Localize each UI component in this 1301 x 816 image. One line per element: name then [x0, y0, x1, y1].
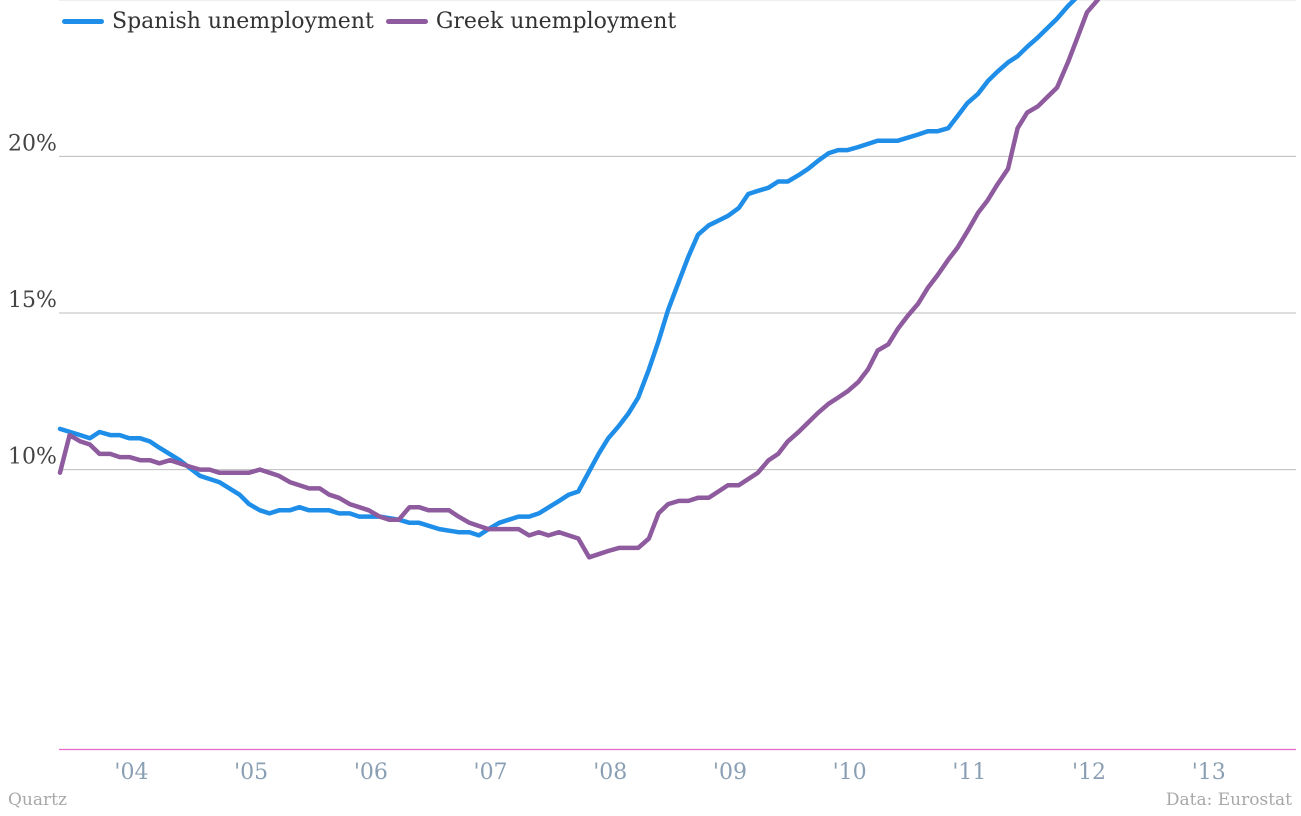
x-tick-label: '11 [952, 760, 986, 785]
series-lines [57, 0, 1101, 560]
gridlines [59, 0, 1296, 471]
x-tick-label: '12 [1072, 760, 1106, 785]
legend-item-spain: Spanish unemployment [62, 9, 374, 34]
x-tick-label: '06 [354, 760, 388, 785]
y-tick-label: 10% [8, 445, 57, 470]
x-tick-label: '10 [833, 760, 867, 785]
x-axis-ticks: '04 '05 '06 '07 '08 '09 '10 '11 '12 '13 [114, 760, 1225, 785]
legend-swatch-greece [385, 18, 428, 24]
y-tick-label: 15% [8, 288, 57, 313]
y-tick-label: 20% [8, 131, 57, 156]
chart-legend: Spanish unemployment Greek unemployment [62, 4, 688, 38]
y-axis-ticks: 10%15%20%25% [8, 131, 57, 470]
footer-source: Data: Eurostat [1165, 790, 1292, 810]
x-tick-label: '13 [1192, 760, 1226, 785]
x-tick-label: '07 [474, 760, 508, 785]
series-line-greece [57, 0, 1101, 560]
footer-credit: Quartz [8, 790, 67, 810]
x-tick-label: '05 [234, 760, 268, 785]
x-tick-label: '08 [593, 760, 627, 785]
x-tick-label: '04 [114, 760, 148, 785]
legend-label-spain: Spanish unemployment [112, 8, 374, 34]
legend-item-greece: Greek unemployment [385, 8, 677, 34]
series-line-spain [57, 0, 1078, 538]
legend-swatch-spain [62, 18, 104, 24]
legend-label-greece: Greek unemployment [435, 8, 677, 34]
x-tick-label: '09 [713, 760, 747, 785]
